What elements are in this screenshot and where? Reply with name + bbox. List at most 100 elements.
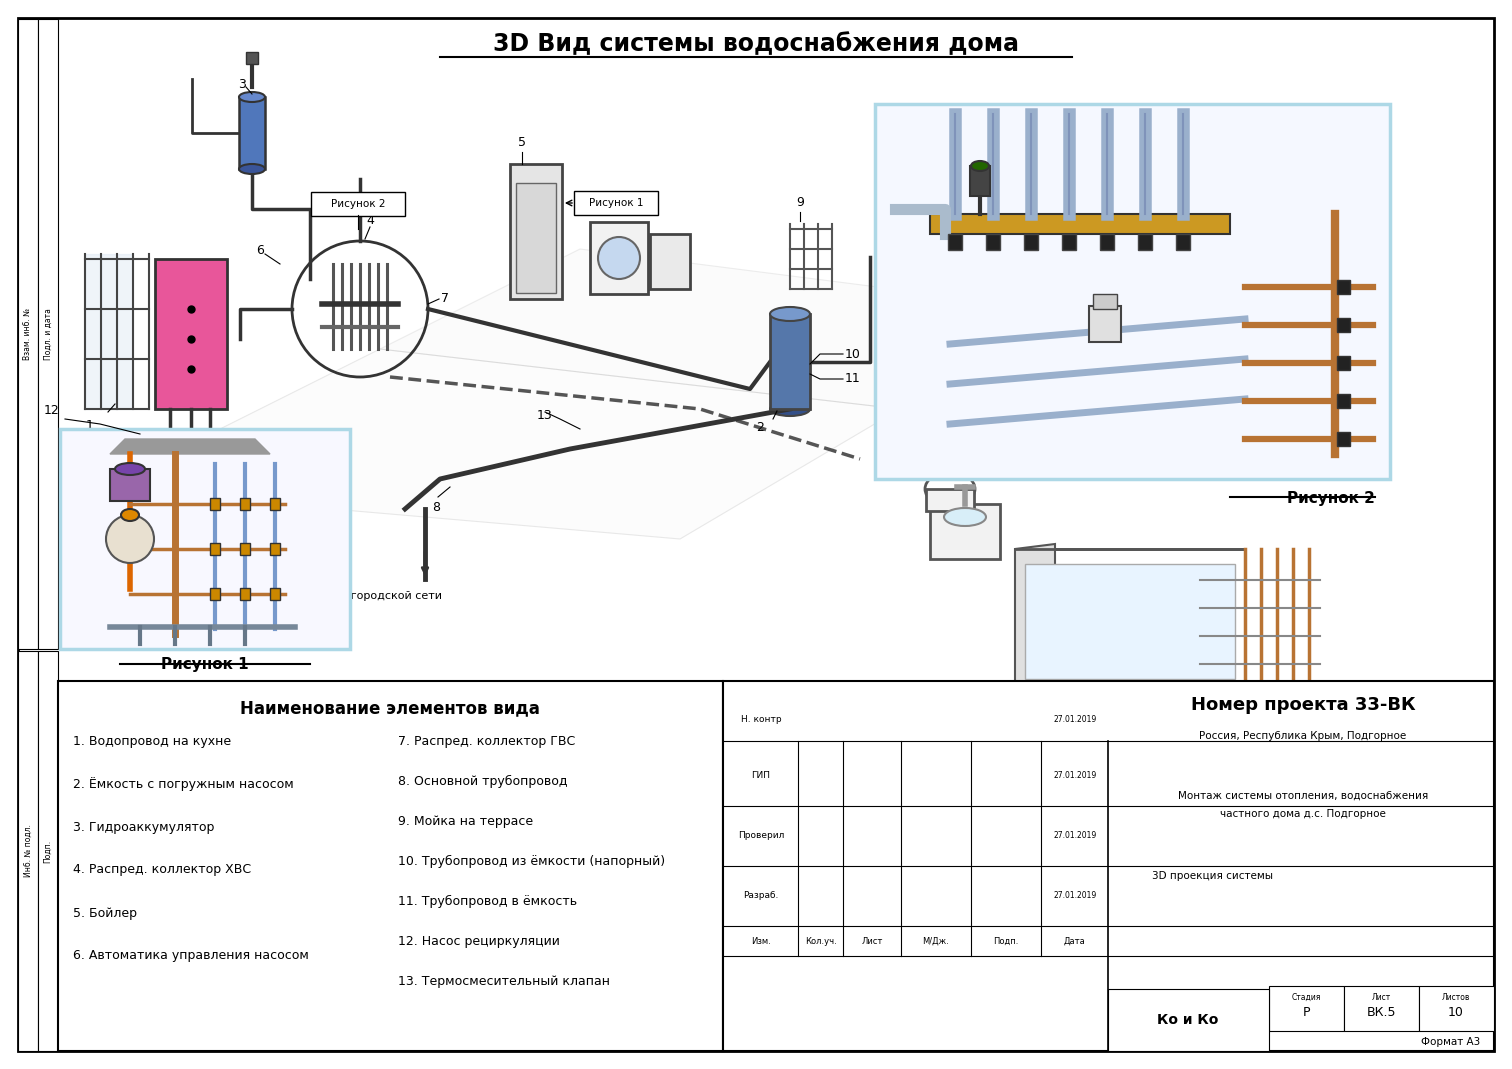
Text: Изм.: Изм.	[751, 936, 771, 945]
Bar	[210, 543, 221, 555]
Polygon shape	[85, 254, 101, 409]
Text: 2. Ёмкость с погружным насосом: 2. Ёмкость с погружным насосом	[73, 777, 293, 791]
Text: Взам. инб. №: Взам. инб. №	[24, 308, 32, 360]
Bar	[271, 588, 280, 600]
Text: 3: 3	[237, 77, 246, 91]
Text: 27.01.2019: 27.01.2019	[1054, 772, 1096, 780]
Text: 27.01.2019: 27.01.2019	[1054, 832, 1096, 840]
Text: Стадия: Стадия	[1291, 993, 1320, 1002]
Bar	[38, 651, 57, 1051]
Text: 7: 7	[442, 293, 449, 306]
Bar	[239, 97, 265, 169]
Text: Рисунок 2: Рисунок 2	[331, 199, 386, 210]
Text: 11. Трубопровод в ёмкость: 11. Трубопровод в ёмкость	[398, 895, 578, 908]
Bar	[1024, 234, 1039, 250]
Text: 2: 2	[756, 421, 764, 434]
Bar	[510, 164, 562, 299]
Bar	[271, 543, 280, 555]
Text: 3D Вид системы водоснабжения дома: 3D Вид системы водоснабжения дома	[493, 32, 1019, 56]
Text: 5: 5	[519, 136, 526, 149]
Circle shape	[106, 515, 154, 563]
Bar	[1061, 234, 1077, 250]
Bar	[948, 234, 962, 250]
Text: 6: 6	[256, 245, 265, 258]
Text: 3. Гидроаккумулятор: 3. Гидроаккумулятор	[73, 821, 215, 834]
Text: Ко и Ко: Ко и Ко	[1157, 1013, 1219, 1027]
Text: ГИП: ГИП	[751, 772, 771, 780]
Bar	[210, 498, 221, 510]
Bar	[516, 183, 556, 293]
Text: 10: 10	[1448, 1007, 1464, 1020]
Bar	[1418, 986, 1494, 1031]
Bar	[156, 259, 227, 409]
Bar	[986, 234, 999, 250]
Bar	[60, 429, 349, 649]
Ellipse shape	[770, 307, 810, 321]
Polygon shape	[101, 254, 116, 409]
Text: 10: 10	[845, 347, 860, 360]
Bar	[590, 222, 649, 294]
Bar	[1139, 234, 1152, 250]
Text: 9. Мойка на террасе: 9. Мойка на террасе	[398, 815, 534, 827]
Bar	[240, 588, 249, 600]
Text: Н. контр: Н. контр	[741, 714, 782, 724]
Text: 10. Трубопровод из ёмкости (напорный): 10. Трубопровод из ёмкости (напорный)	[398, 854, 665, 868]
Text: Подп.: Подп.	[993, 936, 1019, 945]
Text: Номер проекта 33-ВК: Номер проекта 33-ВК	[1190, 696, 1415, 714]
Ellipse shape	[925, 472, 975, 506]
Ellipse shape	[239, 92, 265, 102]
Text: Подп.: Подп.	[44, 839, 53, 863]
Text: 4: 4	[366, 215, 373, 228]
Bar	[1101, 234, 1114, 250]
Text: 5. Бойлер: 5. Бойлер	[73, 907, 138, 919]
Bar	[1089, 306, 1120, 342]
Bar	[1337, 394, 1350, 408]
Polygon shape	[116, 254, 133, 409]
Bar	[930, 503, 999, 559]
Polygon shape	[100, 348, 900, 539]
Bar	[1337, 356, 1350, 370]
Text: Монтаж системы отопления, водоснабжения: Монтаж системы отопления, водоснабжения	[1178, 791, 1429, 801]
Bar	[210, 588, 221, 600]
Text: ВК.5: ВК.5	[1367, 1007, 1396, 1020]
Text: Рисунок 2: Рисунок 2	[1287, 491, 1374, 506]
Text: 12. Насос рециркуляции: 12. Насос рециркуляции	[398, 934, 559, 947]
Text: из городской сети: из городской сети	[334, 591, 442, 601]
Text: Подл. и дата: Подл. и дата	[44, 308, 53, 360]
Bar	[770, 314, 810, 409]
Text: 3D проекция системы: 3D проекция системы	[1152, 871, 1273, 881]
Bar	[57, 681, 723, 1051]
Bar	[971, 166, 990, 196]
Text: Рисунок 1: Рисунок 1	[162, 657, 249, 672]
Polygon shape	[110, 439, 271, 454]
Text: 1. Водопровод на кухне: 1. Водопровод на кухне	[73, 734, 231, 747]
Text: 1: 1	[86, 419, 94, 432]
Ellipse shape	[115, 463, 145, 475]
Text: 8: 8	[432, 501, 440, 514]
Bar	[240, 543, 249, 555]
Text: Рисунок 1: Рисунок 1	[588, 198, 643, 208]
Bar	[723, 681, 1494, 1051]
Bar	[18, 651, 38, 1051]
Text: Дата: Дата	[1064, 936, 1086, 945]
Text: частного дома д.с. Подгорное: частного дома д.с. Подгорное	[1220, 809, 1387, 819]
Bar	[1108, 989, 1269, 1051]
FancyBboxPatch shape	[575, 191, 658, 215]
Text: Лист: Лист	[862, 936, 883, 945]
Text: 27.01.2019: 27.01.2019	[1054, 714, 1096, 724]
Text: Проверил: Проверил	[738, 832, 785, 840]
Bar	[271, 498, 280, 510]
Text: 12: 12	[44, 404, 60, 417]
Bar	[1025, 564, 1235, 679]
Ellipse shape	[770, 402, 810, 416]
Ellipse shape	[943, 508, 986, 526]
Ellipse shape	[121, 509, 139, 521]
Text: 7. Распред. коллектор ГВС: 7. Распред. коллектор ГВС	[398, 734, 575, 747]
Text: Р: Р	[1302, 1007, 1309, 1020]
Bar	[1015, 549, 1244, 690]
Bar	[1337, 432, 1350, 446]
Text: Россия, Республика Крым, Подгорное: Россия, Республика Крым, Подгорное	[1199, 731, 1406, 741]
Bar	[18, 19, 38, 649]
Text: Формат А3: Формат А3	[1421, 1037, 1480, 1047]
Ellipse shape	[239, 164, 265, 174]
